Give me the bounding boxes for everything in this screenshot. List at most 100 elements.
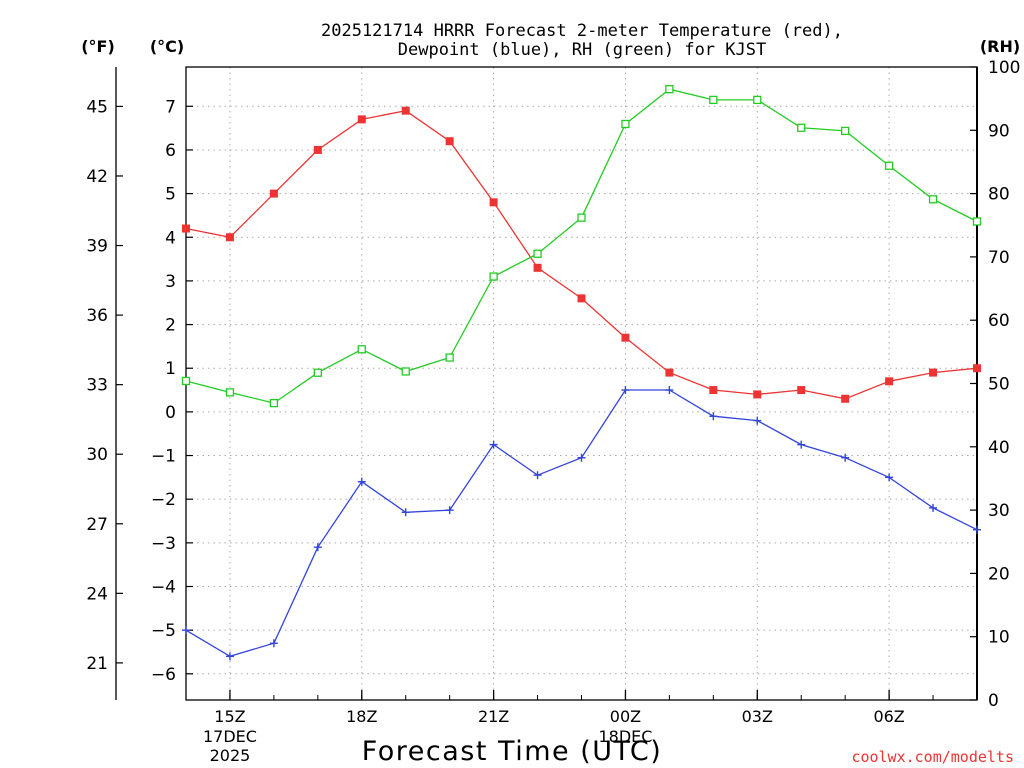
x-tick-label: 18Z bbox=[346, 707, 377, 726]
fahrenheit-tick-label: 24 bbox=[86, 584, 108, 604]
celsius-tick-label: −2 bbox=[151, 490, 176, 510]
temperature-point bbox=[797, 386, 806, 395]
celsius-tick-label: 0 bbox=[165, 403, 176, 423]
celsius-tick-label: 2 bbox=[165, 316, 176, 336]
x-tick-label: 00Z bbox=[610, 707, 641, 726]
rh-point bbox=[884, 161, 894, 170]
rh-unit-label: (RH) bbox=[980, 37, 1020, 56]
celsius-tick-label: −6 bbox=[151, 665, 176, 685]
series-line bbox=[185, 110, 978, 400]
fahrenheit-tick-label: 39 bbox=[86, 237, 108, 257]
temperature-point bbox=[489, 198, 498, 207]
axes: 212427303336394245−6−5−4−3−2−10123456701… bbox=[86, 58, 1020, 765]
temperature-point bbox=[401, 106, 410, 115]
rh-tick-label: 70 bbox=[988, 248, 1010, 268]
dewpoint-point bbox=[577, 453, 586, 462]
rh-point bbox=[797, 123, 806, 132]
temperature-point bbox=[269, 189, 278, 198]
temperature-point bbox=[621, 333, 630, 342]
dewpoint-point bbox=[357, 477, 366, 486]
rh-point bbox=[665, 85, 674, 94]
dewpoint-point bbox=[182, 626, 190, 635]
fahrenheit-tick-label: 27 bbox=[86, 515, 108, 535]
dewpoint-point bbox=[885, 473, 894, 482]
dewpoint-point bbox=[401, 508, 410, 517]
dewpoint-point bbox=[709, 412, 718, 421]
temperature-point bbox=[313, 145, 322, 154]
rh-point bbox=[753, 95, 762, 105]
celsius-unit-label: (°C) bbox=[150, 37, 184, 56]
x-tick-sublabel: 2025 bbox=[210, 746, 251, 765]
rh-point bbox=[533, 249, 542, 258]
dewpoint-point bbox=[225, 652, 234, 661]
credit-text: coolwx.com/modelts bbox=[851, 748, 1014, 766]
rh-tick-label: 0 bbox=[988, 691, 999, 711]
rh-point bbox=[972, 217, 982, 226]
rh-point bbox=[928, 195, 938, 204]
x-tick-label: 21Z bbox=[478, 707, 509, 726]
dewpoint-point bbox=[269, 639, 278, 648]
x-tick-label: 06Z bbox=[873, 707, 904, 726]
rh-tick-label: 50 bbox=[988, 375, 1010, 395]
celsius-tick-label: 4 bbox=[165, 228, 176, 248]
dewpoint-point bbox=[929, 503, 938, 512]
temperature-point bbox=[225, 233, 234, 242]
rh-tick-label: 10 bbox=[988, 628, 1010, 648]
dewpoint-point bbox=[313, 543, 322, 552]
rh-tick-label: 40 bbox=[988, 438, 1010, 458]
rh-point bbox=[357, 345, 366, 354]
series-line bbox=[185, 389, 978, 658]
rh-point bbox=[709, 95, 718, 105]
temperature-point bbox=[533, 263, 542, 272]
temperature-point bbox=[973, 364, 981, 373]
rh-point bbox=[445, 353, 454, 362]
fahrenheit-tick-label: 33 bbox=[86, 376, 108, 396]
celsius-tick-label: 7 bbox=[165, 97, 176, 117]
rh-tick-label: 30 bbox=[988, 501, 1010, 521]
dewpoint-point bbox=[797, 440, 806, 449]
rh-tick-label: 90 bbox=[988, 121, 1010, 141]
temperature-point bbox=[445, 137, 454, 146]
temperature-point bbox=[885, 377, 894, 386]
celsius-tick-label: 5 bbox=[165, 185, 176, 205]
dewpoint-point bbox=[445, 506, 454, 515]
plot-frame bbox=[185, 66, 978, 701]
temperature-point bbox=[182, 224, 190, 233]
rh-tick-label: 60 bbox=[988, 311, 1010, 331]
chart-title-line1: 2025121714 HRRR Forecast 2-meter Tempera… bbox=[321, 21, 843, 41]
x-tick-sublabel: 17DEC bbox=[203, 727, 257, 746]
fahrenheit-tick-label: 21 bbox=[86, 654, 108, 674]
rh-point bbox=[269, 398, 279, 408]
rh-point bbox=[181, 376, 191, 386]
temperature-point bbox=[753, 390, 762, 399]
series-layer bbox=[181, 85, 982, 661]
temperature-point bbox=[709, 386, 718, 395]
dewpoint-point bbox=[533, 471, 542, 480]
dewpoint-point bbox=[621, 386, 630, 395]
fahrenheit-tick-label: 30 bbox=[86, 445, 108, 465]
rh-tick-label: 80 bbox=[988, 185, 1010, 205]
dewpoint-point bbox=[753, 416, 762, 425]
rh-point bbox=[577, 213, 586, 222]
dewpoint-point bbox=[665, 386, 674, 395]
temperature-point bbox=[665, 368, 674, 377]
rh-point bbox=[225, 388, 235, 397]
celsius-tick-label: −5 bbox=[151, 621, 176, 641]
x-tick-sublabel: 18DEC bbox=[598, 727, 652, 746]
x-tick-label: 15Z bbox=[214, 707, 245, 726]
rh-tick-label: 100 bbox=[988, 58, 1020, 78]
temperature-point bbox=[929, 368, 938, 377]
rh-point bbox=[401, 367, 410, 376]
temperature-point bbox=[841, 394, 850, 403]
dewpoint-point bbox=[973, 525, 981, 534]
temperature-point bbox=[577, 294, 586, 303]
fahrenheit-unit-label: (°F) bbox=[81, 37, 115, 56]
series-line bbox=[185, 88, 978, 404]
celsius-tick-label: −4 bbox=[151, 577, 176, 597]
fahrenheit-tick-label: 45 bbox=[86, 97, 108, 117]
series-dewpoint bbox=[182, 386, 981, 661]
rh-tick-label: 20 bbox=[988, 564, 1010, 584]
celsius-tick-label: −1 bbox=[151, 447, 176, 467]
fahrenheit-tick-label: 36 bbox=[86, 306, 108, 326]
